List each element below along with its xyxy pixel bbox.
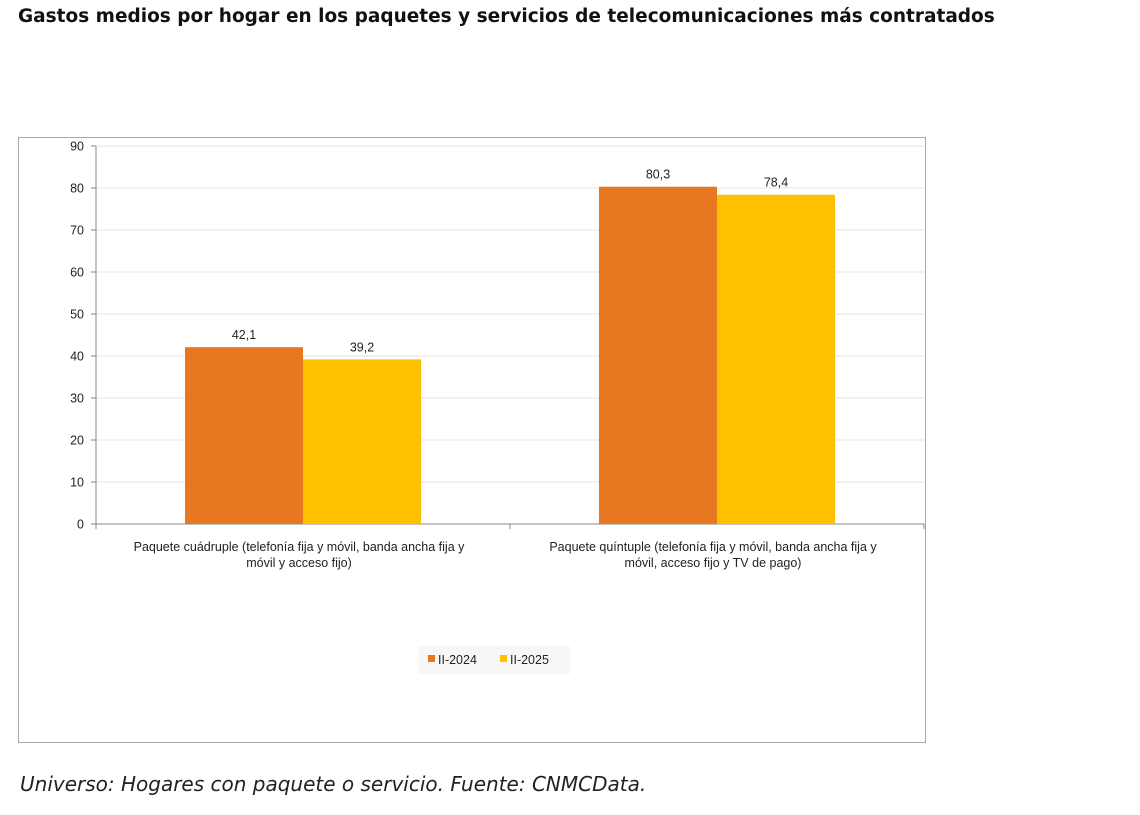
y-tick-label: 60: [70, 266, 84, 280]
y-tick-label: 80: [70, 182, 84, 196]
y-tick-label: 10: [70, 476, 84, 490]
legend-swatch: [428, 655, 435, 662]
x-tick-label: móvil y acceso fijo): [246, 556, 352, 570]
page-title: Gastos medios por hogar en los paquetes …: [18, 6, 995, 27]
x-tick-label: móvil, acceso fijo y TV de pago): [625, 556, 802, 570]
y-tick-label: 20: [70, 434, 84, 448]
data-label: 80,3: [646, 168, 670, 182]
legend-label: II-2025: [510, 653, 549, 667]
data-label: 39,2: [350, 340, 374, 354]
source-note: Universo: Hogares con paquete o servicio…: [20, 772, 647, 796]
legend-box: [418, 646, 570, 674]
legend-swatch: [500, 655, 507, 662]
y-tick-label: 70: [70, 224, 84, 238]
x-tick-label: Paquete quíntuple (telefonía fija y móvi…: [549, 540, 877, 554]
y-tick-label: 40: [70, 350, 84, 364]
data-label: 78,4: [764, 176, 788, 190]
y-tick-label: 50: [70, 308, 84, 322]
bar-II-2024: [185, 347, 303, 524]
x-tick-label: Paquete cuádruple (telefonía fija y móvi…: [134, 540, 466, 554]
data-label: 42,1: [232, 328, 256, 342]
chart-frame: [18, 137, 926, 743]
legend-label: II-2024: [438, 653, 477, 667]
y-tick-label: 30: [70, 392, 84, 406]
y-tick-label: 90: [70, 140, 84, 154]
bar-II-2025: [303, 359, 421, 524]
bar-II-2024: [599, 186, 717, 525]
y-tick-label: 0: [77, 518, 84, 532]
bar-II-2025: [717, 194, 835, 524]
